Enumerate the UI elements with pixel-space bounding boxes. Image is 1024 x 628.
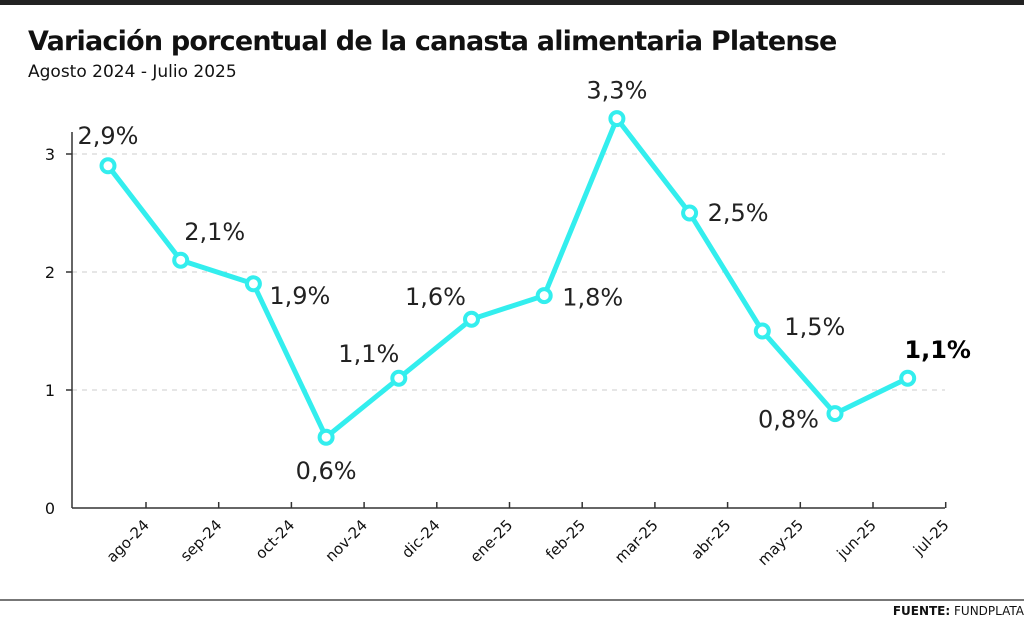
data-label: 3,3%: [586, 77, 647, 105]
x-tick-label: may-25: [754, 516, 807, 569]
source-note: FUENTE: FUNDPLATA: [893, 604, 1024, 618]
data-point: [244, 275, 262, 293]
series-line: [99, 110, 917, 446]
data-label: 2,5%: [708, 199, 769, 227]
x-tick-label: mar-25: [611, 516, 662, 567]
data-label: 1,1%: [338, 340, 399, 368]
data-point: [681, 204, 699, 222]
x-tick-label: sep-24: [177, 516, 226, 565]
data-point: [99, 157, 117, 175]
data-labels: 2,9% 2,1% 1,9% 0,6% 1,1% 1,6% 1,8% 3,3% 2,5% 1,5%…: [78, 77, 971, 486]
data-label: 0,6%: [296, 457, 357, 485]
x-tick-label: dic-24: [398, 516, 444, 562]
data-label: 1,9%: [269, 282, 330, 310]
x-tick-label: jun-25: [833, 516, 880, 563]
data-label: 1,5%: [784, 313, 845, 341]
y-tick-label: 3: [45, 145, 55, 164]
data-point: [826, 405, 844, 423]
x-tick-label: ago-24: [103, 516, 153, 566]
data-point: [608, 110, 626, 128]
source-name: FUNDPLATA: [954, 604, 1024, 618]
top-bar: [0, 0, 1024, 5]
data-label: 1,6%: [405, 283, 466, 311]
data-label: 2,1%: [184, 218, 245, 246]
axes: 0 1 2 3 ago-24 sep-24 oct-24 nov-24 dic-24 ene-25…: [45, 132, 953, 569]
data-point: [390, 369, 408, 387]
x-tick-label: nov-24: [322, 516, 371, 565]
data-point: [753, 322, 771, 340]
line-chart: 0 1 2 3 ago-24 sep-24 oct-24 nov-24 dic-24 ene-25…: [45, 77, 971, 569]
x-tick-label: jul-25: [909, 516, 952, 559]
chart-subtitle: Agosto 2024 - Julio 2025: [28, 62, 237, 82]
data-label: 0,8%: [758, 406, 819, 434]
series-line-path: [105, 116, 911, 440]
grid-lines: [72, 153, 945, 391]
data-point: [463, 310, 480, 328]
y-tick-label: 1: [45, 381, 55, 400]
chart-title: Variación porcentual de la canasta alime…: [28, 26, 837, 57]
data-point: [317, 428, 335, 446]
data-point: [899, 369, 917, 387]
x-tick-label: abr-25: [687, 516, 734, 563]
y-tick-label: 2: [45, 263, 55, 282]
data-point: [535, 287, 553, 305]
x-tick-label: feb-25: [542, 516, 589, 563]
data-label: 2,9%: [78, 122, 139, 150]
data-point: [172, 251, 190, 269]
bottom-divider: [0, 599, 1024, 601]
data-label: 1,8%: [562, 284, 623, 312]
data-label: 1,1%: [904, 336, 971, 364]
source-label: FUENTE:: [892, 604, 951, 618]
y-tick-label: 0: [45, 499, 55, 518]
x-tick-label: oct-24: [252, 516, 299, 563]
x-tick-label: ene-25: [466, 516, 516, 566]
